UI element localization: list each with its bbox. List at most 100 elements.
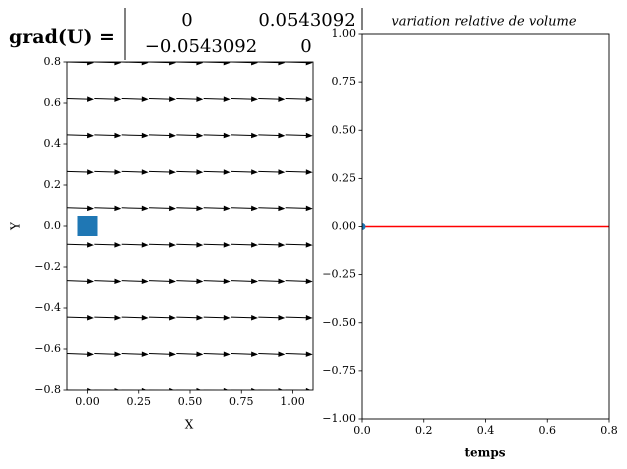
arrow	[203, 96, 231, 102]
arrow	[67, 278, 94, 285]
arrow	[258, 278, 286, 285]
arrow	[67, 351, 94, 357]
arrow	[230, 169, 258, 175]
x-tick-label: 0.4	[477, 424, 495, 437]
arrow	[94, 132, 122, 139]
y-axis-label: Y	[9, 221, 23, 231]
y-tick-label: −0.8	[34, 383, 61, 396]
arrow	[203, 242, 231, 248]
arrow	[203, 205, 231, 212]
arrow	[94, 62, 122, 66]
arrow	[258, 169, 286, 175]
y-tick-label: 0.8	[44, 55, 62, 68]
arrow	[312, 62, 313, 63]
arrow	[203, 278, 231, 285]
x-tick-label: 0.0	[353, 424, 371, 437]
arrow	[121, 351, 149, 357]
y-tick-label: 0.00	[332, 220, 357, 233]
arrow	[176, 169, 204, 175]
arrow	[203, 315, 231, 321]
arrow	[285, 132, 313, 139]
arrow	[203, 132, 231, 139]
arrow	[94, 387, 120, 390]
arrow	[258, 242, 286, 248]
axes-frame	[361, 33, 610, 420]
plot-area	[67, 62, 313, 390]
y-tick-label: −1.00	[322, 412, 356, 425]
arrow	[203, 62, 231, 66]
arrow	[121, 387, 147, 390]
x-tick-label: 0.2	[415, 424, 433, 437]
arrow	[258, 96, 286, 102]
arrow	[285, 242, 313, 248]
arrow	[149, 387, 174, 390]
arrow	[94, 351, 122, 357]
arrow	[67, 169, 94, 175]
arrow	[94, 242, 122, 248]
x-tick-label: 0.25	[127, 395, 152, 408]
arrow	[285, 278, 313, 285]
matrix-cell: 0	[300, 36, 311, 57]
arrow	[230, 96, 258, 102]
arrow	[94, 96, 122, 102]
arrow	[94, 278, 122, 285]
y-tick-label: −0.75	[322, 364, 356, 377]
matrix-title: grad(U) =	[9, 26, 115, 48]
arrow	[230, 242, 258, 248]
y-tick-label: −0.4	[34, 301, 61, 314]
arrow	[67, 62, 94, 66]
point	[362, 223, 366, 230]
y-tick-label: 0.2	[44, 178, 62, 191]
arrow	[148, 315, 176, 321]
arrow	[67, 242, 94, 248]
matrix-cell: 0	[181, 10, 192, 31]
y-tick-label: 0.50	[332, 123, 357, 136]
y-tick-label: 0.75	[332, 75, 357, 88]
arrow	[176, 205, 204, 212]
arrow	[176, 315, 204, 321]
arrow	[67, 96, 94, 102]
y-tick-label: 0.6	[44, 96, 62, 109]
arrow	[67, 387, 92, 390]
arrow	[94, 169, 122, 175]
arrow	[230, 132, 258, 139]
y-tick-label: 1.00	[332, 27, 357, 40]
arrow	[148, 169, 176, 175]
arrow	[121, 205, 149, 212]
arrow	[67, 132, 94, 139]
y-tick-label: −0.2	[34, 260, 61, 273]
arrow	[94, 205, 122, 212]
arrow	[67, 315, 94, 321]
arrow	[312, 353, 313, 355]
arrow	[258, 132, 286, 139]
arrow	[285, 387, 311, 390]
x-tick-label: 0.75	[229, 395, 254, 408]
arrow	[148, 242, 176, 248]
arrow	[258, 387, 284, 390]
arrow	[285, 315, 313, 321]
arrow	[258, 315, 286, 321]
arrow	[121, 62, 149, 66]
y-tick-label: −0.6	[34, 342, 61, 355]
arrow	[67, 205, 94, 212]
y-tick-label: 0.25	[332, 171, 357, 184]
arrow	[230, 62, 258, 66]
y-tick-label: 0.0	[44, 219, 62, 232]
arrow	[121, 315, 149, 321]
arrow	[285, 96, 313, 102]
arrow	[312, 98, 313, 99]
x-axis-label: temps	[464, 446, 505, 460]
arrow	[176, 387, 202, 390]
arrow	[148, 96, 176, 102]
arrow	[312, 207, 313, 209]
arrow	[176, 96, 204, 102]
x-tick-label: 0.6	[539, 424, 557, 437]
arrow	[176, 242, 204, 248]
plot-area	[362, 223, 609, 230]
x-axis-label: X	[185, 418, 194, 432]
x-tick-label: 0.50	[178, 395, 203, 408]
arrow	[312, 244, 313, 245]
arrow	[176, 132, 204, 139]
arrow	[285, 205, 313, 212]
